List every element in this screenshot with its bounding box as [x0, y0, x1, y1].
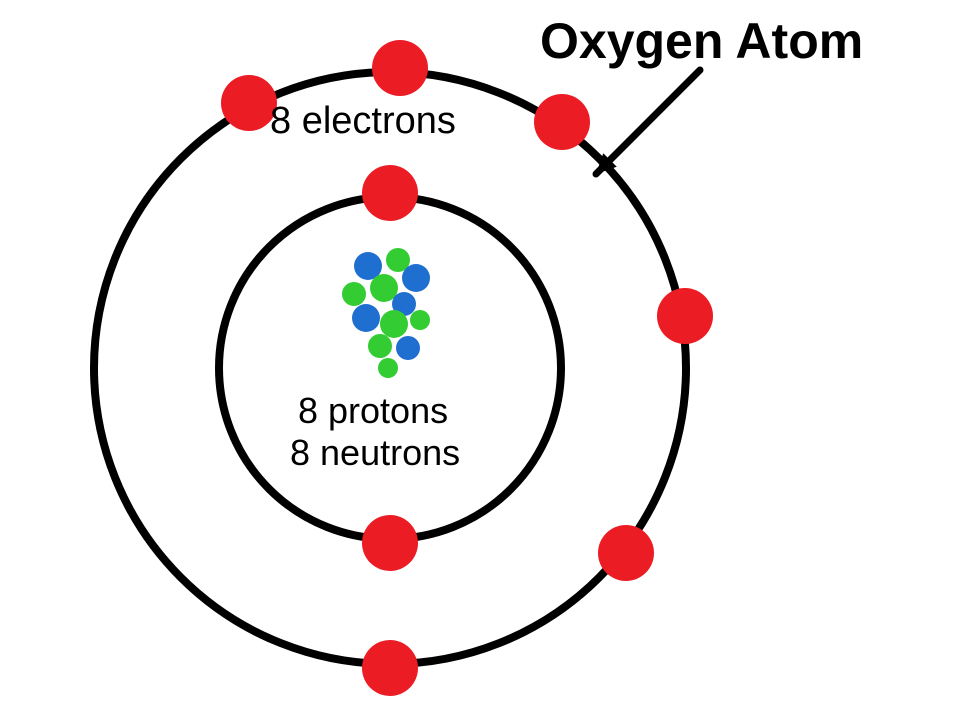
pointer-arrow — [0, 0, 960, 720]
diagram-stage: 8 electrons 8 protons 8 neutrons Oxygen … — [0, 0, 960, 720]
